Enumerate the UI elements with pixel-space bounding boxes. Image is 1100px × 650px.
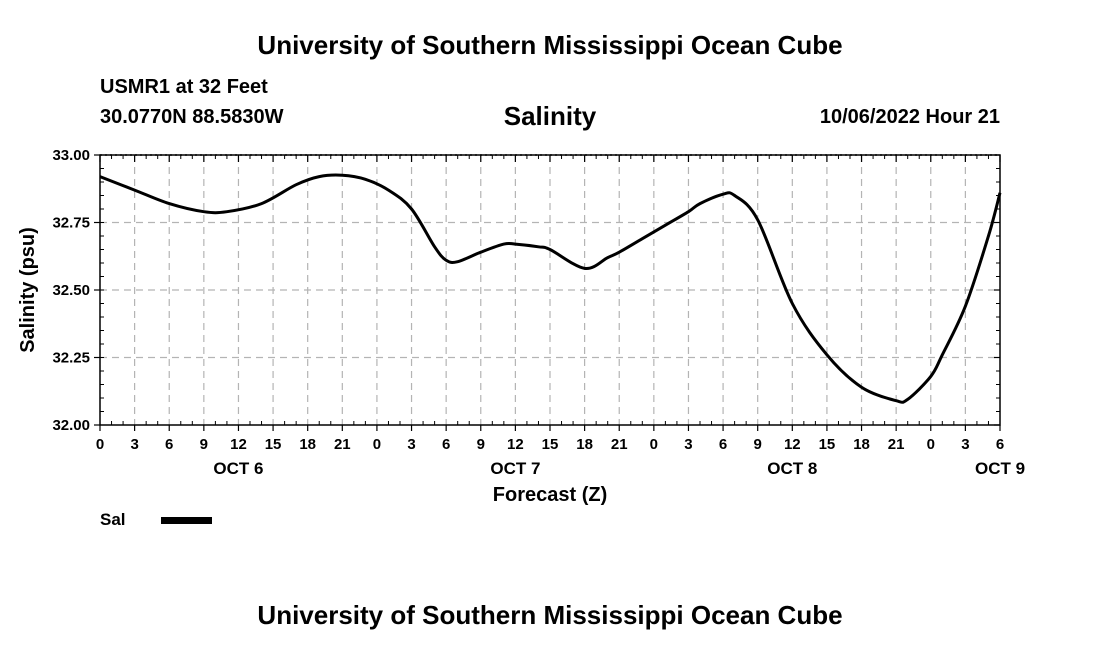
legend-swatch [161,517,212,524]
y-tick-label: 33.00 [52,147,90,164]
x-tick-label: 0 [650,436,658,453]
forecast-datetime: 10/06/2022 Hour 21 [819,106,1000,128]
y-tick-label: 32.50 [52,282,90,299]
x-tick-label: 6 [996,436,1004,453]
x-tick-label: 21 [334,436,351,453]
date-label: OCT 7 [490,459,540,478]
footer-title: University of Southern Mississippi Ocean… [257,600,843,630]
x-tick-label: 3 [684,436,692,453]
legend-label: Sal [100,510,126,529]
x-tick-label: 12 [507,436,524,453]
x-tick-label: 21 [611,436,628,453]
x-tick-label: 18 [853,436,870,453]
x-tick-label: 0 [927,436,935,453]
y-tick-label: 32.25 [52,350,90,367]
x-tick-label: 15 [542,436,559,453]
x-tick-label: 12 [230,436,247,453]
x-tick-label: 3 [407,436,415,453]
grid-lines [100,155,1000,425]
x-tick-label: 12 [784,436,801,453]
x-tick-label: 3 [961,436,969,453]
x-tick-label: 6 [165,436,173,453]
x-tick-label: 15 [265,436,282,453]
series-layer [99,173,1002,404]
coordinates-label: 30.0770N 88.5830W [100,106,284,128]
x-tick-label: 0 [96,436,104,453]
y-axis-title: Salinity (psu) [17,227,39,353]
series-line-sal [99,173,1002,404]
axis-labels: 0 3 6 9 12 15 18 21 0 3 6 9 12 15 18 21 0 3 6 9 12 15 18 21 0 3 6 3… [52,147,1025,478]
x-tick-label: 6 [719,436,727,453]
x-tick-label: 9 [754,436,762,453]
x-tick-label: 9 [200,436,208,453]
y-tick-label: 32.75 [52,215,90,232]
date-label: OCT 6 [213,459,263,478]
plot-frame [99,154,1001,426]
y-tick-label: 32.00 [52,417,90,434]
x-tick-label: 0 [373,436,381,453]
station-label: USMR1 at 32 Feet [100,76,268,98]
x-tick-label: 3 [130,436,138,453]
x-tick-label: 18 [576,436,593,453]
x-axis-title: Forecast (Z) [493,484,607,506]
date-label: OCT 8 [767,459,817,478]
date-label: OCT 9 [975,459,1025,478]
x-tick-label: 15 [819,436,836,453]
x-tick-label: 6 [442,436,450,453]
x-tick-label: 21 [888,436,905,453]
page-title: University of Southern Mississippi Ocean… [257,30,843,60]
x-tick-label: 9 [477,436,485,453]
chart-title: Salinity [503,101,597,131]
x-tick-label: 18 [299,436,316,453]
